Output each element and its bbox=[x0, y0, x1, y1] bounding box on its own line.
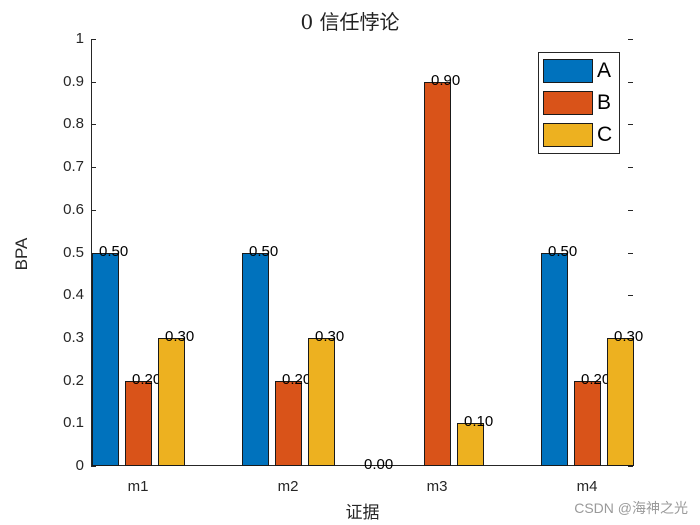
y-tick-label: 0.5 bbox=[63, 243, 84, 261]
x-tick-label: m2 bbox=[277, 478, 299, 495]
y-tick-label: 0.7 bbox=[63, 158, 84, 176]
y-tick-label: 0.1 bbox=[63, 414, 84, 432]
legend-label-b: B bbox=[597, 91, 612, 114]
legend-swatch-b bbox=[543, 91, 593, 115]
bar-m2-a bbox=[241, 252, 269, 466]
data-label: 0.20 bbox=[581, 370, 611, 388]
data-label: 0.30 bbox=[165, 327, 195, 345]
watermark: CSDN @海神之光 bbox=[574, 500, 688, 516]
y-tick-right bbox=[628, 466, 633, 467]
legend: A B C bbox=[538, 52, 620, 154]
bar-m4-a bbox=[540, 252, 568, 466]
bar-m1-c bbox=[157, 337, 185, 466]
data-label: 0.30 bbox=[614, 327, 644, 345]
data-label: 0.00 bbox=[364, 456, 394, 473]
legend-label-a: A bbox=[597, 59, 612, 82]
bar-m2-b bbox=[274, 380, 302, 466]
y-tick bbox=[91, 124, 96, 126]
y-tick-label: 0.9 bbox=[63, 72, 84, 90]
y-tick-right bbox=[628, 252, 633, 254]
y-tick-label: 1 bbox=[75, 30, 84, 47]
y-tick-right bbox=[628, 167, 633, 169]
bar-m4-c bbox=[606, 337, 634, 466]
bar-m3-b bbox=[423, 81, 451, 466]
y-tick-right bbox=[628, 124, 633, 126]
x-tick-label: m4 bbox=[576, 478, 598, 495]
bar-m1-b bbox=[124, 380, 152, 466]
bar-m4-b bbox=[573, 380, 601, 466]
data-label: 0.10 bbox=[464, 413, 494, 431]
y-tick bbox=[91, 39, 96, 40]
y-tick-right bbox=[628, 209, 633, 211]
y-tick bbox=[91, 209, 96, 211]
data-label: 0.30 bbox=[315, 327, 345, 345]
y-tick-right bbox=[628, 81, 633, 83]
legend-item-c: C bbox=[543, 122, 612, 148]
legend-swatch-c bbox=[543, 123, 593, 147]
data-label: 0.50 bbox=[99, 242, 129, 260]
x-axis-label: 证据 bbox=[345, 503, 380, 523]
bar-m1-a bbox=[91, 252, 119, 466]
y-tick-right bbox=[628, 39, 633, 40]
x-tick-label: m1 bbox=[127, 478, 149, 495]
y-tick-label: 0 bbox=[75, 457, 84, 474]
y-tick bbox=[91, 466, 96, 467]
y-tick bbox=[91, 81, 96, 83]
y-tick-label: 0.6 bbox=[63, 200, 84, 218]
data-label: 0.50 bbox=[249, 242, 279, 260]
data-label: 0.20 bbox=[132, 370, 162, 388]
bar-m2-c bbox=[307, 337, 335, 466]
y-tick-label: 0.4 bbox=[63, 286, 84, 304]
legend-label-c: C bbox=[597, 123, 613, 146]
chart-title: 0 信任悖论 bbox=[300, 10, 400, 34]
y-axis-label: BPA bbox=[12, 237, 31, 271]
y-tick-right bbox=[628, 295, 633, 297]
legend-swatch-a bbox=[543, 59, 593, 83]
bar-m3-c bbox=[456, 423, 484, 466]
y-tick bbox=[91, 167, 96, 169]
y-tick-label: 0.8 bbox=[63, 115, 84, 133]
legend-item-b: B bbox=[543, 90, 611, 116]
data-label: 0.20 bbox=[282, 370, 312, 388]
y-tick-label: 0.3 bbox=[63, 328, 84, 346]
data-label: 0.50 bbox=[548, 242, 578, 260]
x-tick-label: m3 bbox=[426, 478, 448, 495]
data-label: 0.90 bbox=[431, 71, 461, 89]
legend-item-a: A bbox=[543, 58, 611, 84]
y-tick-label: 0.2 bbox=[63, 371, 84, 389]
